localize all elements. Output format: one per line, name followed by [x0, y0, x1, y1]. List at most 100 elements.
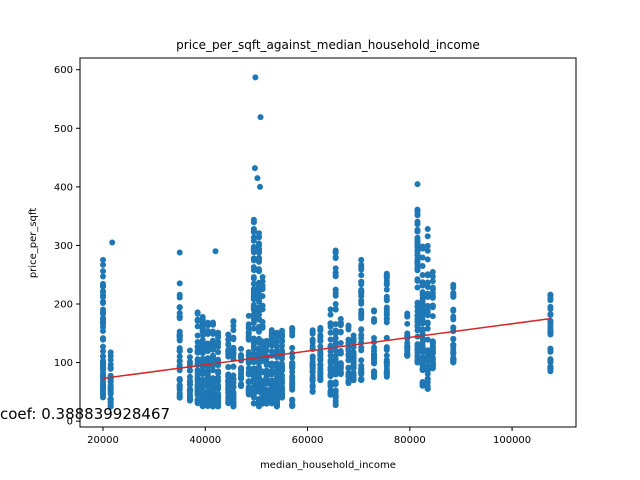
data-point	[100, 282, 107, 289]
data-point	[419, 328, 426, 335]
data-point	[332, 400, 339, 407]
data-point	[176, 310, 183, 317]
data-point	[204, 328, 211, 335]
data-point	[309, 336, 316, 343]
data-point	[273, 369, 280, 376]
y-tick-label: 600	[54, 65, 73, 76]
data-point	[245, 321, 252, 328]
data-point	[176, 315, 183, 322]
data-point	[309, 361, 316, 368]
data-point	[358, 357, 365, 364]
data-point	[345, 371, 352, 378]
data-point	[383, 359, 390, 366]
data-point	[194, 378, 201, 385]
data-point	[419, 254, 426, 261]
data-point	[414, 248, 421, 255]
data-point	[337, 371, 344, 378]
data-point	[327, 373, 334, 380]
data-point	[250, 219, 257, 226]
data-point	[358, 279, 365, 286]
data-point	[327, 383, 334, 390]
data-point	[414, 322, 421, 329]
data-point	[204, 383, 211, 390]
data-point	[199, 343, 206, 350]
data-point	[230, 403, 237, 410]
data-point	[215, 382, 222, 389]
data-point	[358, 347, 365, 354]
data-point	[345, 379, 352, 386]
data-point	[259, 293, 266, 300]
data-point	[350, 365, 357, 372]
data-point	[250, 359, 257, 366]
data-point	[259, 306, 266, 313]
data-point	[289, 325, 296, 332]
data-point	[350, 376, 357, 383]
data-point	[358, 365, 365, 372]
data-point	[176, 385, 183, 392]
data-point	[450, 336, 457, 343]
x-ticks: 20000 40000 60000 80000 100000	[87, 427, 531, 446]
data-point	[176, 332, 183, 339]
data-point	[225, 331, 232, 338]
data-point	[273, 402, 280, 409]
data-point	[414, 228, 421, 235]
data-point	[419, 349, 426, 356]
data-point	[230, 318, 237, 325]
data-point	[547, 345, 554, 352]
data-point	[107, 390, 114, 397]
data-point	[209, 403, 216, 410]
data-point	[230, 383, 237, 390]
data-point	[186, 347, 193, 354]
data-point	[278, 347, 285, 354]
data-point	[404, 345, 411, 352]
data-point	[273, 362, 280, 369]
data-point	[309, 377, 316, 384]
data-point	[327, 321, 334, 328]
data-point	[350, 360, 357, 367]
data-point	[186, 393, 193, 400]
data-point	[424, 320, 431, 327]
data-point	[345, 323, 352, 330]
data-point	[225, 371, 232, 378]
data-point	[383, 352, 390, 359]
data-point	[245, 312, 252, 319]
data-point	[209, 338, 216, 345]
data-point	[332, 249, 339, 256]
data-point	[332, 358, 339, 365]
data-point	[225, 388, 232, 395]
data-point	[263, 380, 270, 387]
data-point	[450, 341, 457, 348]
data-point	[419, 243, 426, 250]
data-point	[250, 400, 257, 407]
data-point	[450, 281, 457, 288]
data-point	[327, 390, 334, 397]
data-point	[256, 183, 263, 190]
data-point	[371, 344, 378, 351]
data-point	[429, 313, 436, 320]
data-point	[225, 347, 232, 354]
data-point	[419, 309, 426, 316]
data-point	[383, 293, 390, 300]
data-point	[547, 295, 554, 302]
data-point	[429, 345, 436, 352]
data-point	[176, 294, 183, 301]
data-point	[100, 348, 107, 355]
data-point	[186, 381, 193, 388]
data-point	[327, 357, 334, 364]
data-point	[100, 358, 107, 365]
data-point	[547, 311, 554, 318]
data-point	[230, 336, 237, 343]
data-point	[309, 327, 316, 334]
data-point	[215, 349, 222, 356]
data-point	[238, 375, 245, 382]
data-point	[107, 384, 114, 391]
data-point	[199, 325, 206, 332]
data-point	[424, 364, 431, 371]
data-point	[186, 387, 193, 394]
data-point	[278, 338, 285, 345]
data-point	[215, 334, 222, 341]
data-point	[289, 344, 296, 351]
data-point	[255, 233, 262, 240]
data-point	[107, 403, 114, 410]
